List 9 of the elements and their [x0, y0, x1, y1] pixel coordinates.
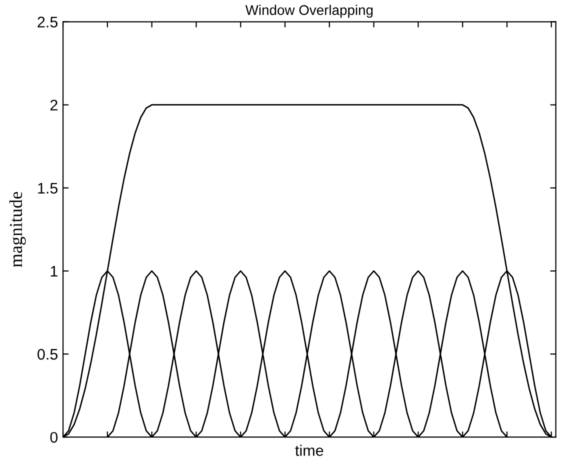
- y-tick-label: 0.5: [38, 348, 58, 360]
- y-tick-label: 2: [50, 100, 58, 110]
- y-tick-label: 1.5: [38, 182, 58, 194]
- chart-title: Window Overlapping: [245, 4, 373, 18]
- y-tick-label: 0: [50, 432, 58, 443]
- x-axis-title: time: [295, 444, 324, 456]
- y-tick-label: 2.5: [38, 16, 58, 28]
- y-tick-label: 1: [50, 266, 58, 277]
- y-axis-title: magnitude: [9, 192, 26, 268]
